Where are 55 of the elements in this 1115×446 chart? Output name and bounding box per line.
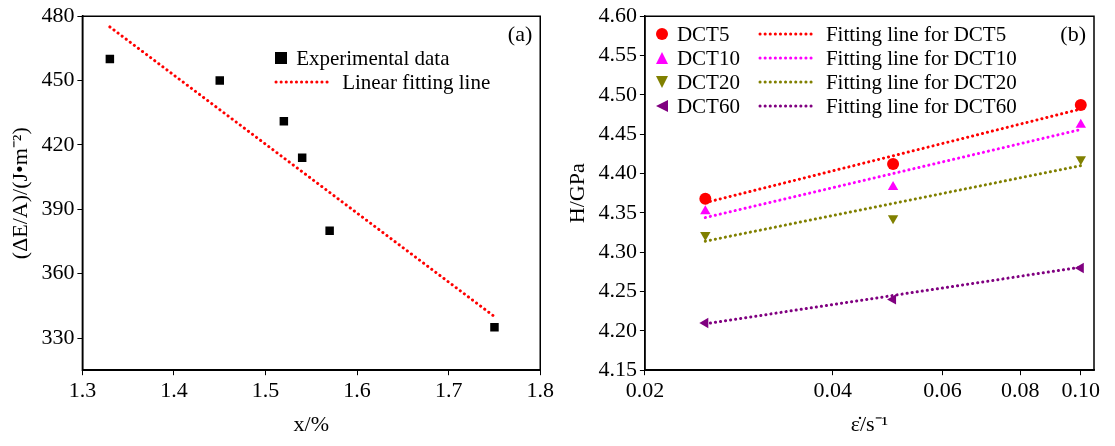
legend-label: Fitting line for DCT5 [825,22,1007,47]
point [1074,262,1084,274]
x-tick-label: 0.06 [923,377,962,403]
legend-label: DCT20 [676,70,740,95]
legend-label: DCT60 [676,94,740,119]
annotation: (b) [1060,20,1086,46]
point [215,76,224,85]
legend-label: Linear fitting line [342,70,491,95]
y-tick-label: 480 [41,1,75,27]
point [1074,99,1087,112]
point [700,231,711,241]
y-tick-label: 4.60 [598,1,637,27]
y-tick-label: 4.35 [598,198,637,224]
y-tick-label: 4.50 [598,80,637,106]
point [887,215,899,225]
y-tick-label: 390 [41,195,75,221]
y-tick-label: 4.55 [598,41,637,67]
y-tick-label: 420 [41,130,75,156]
x-tick-label: 1.3 [68,377,97,403]
y-tick-label: 4.40 [598,159,637,185]
point [699,317,709,329]
x-tick-label: 1.4 [160,377,188,403]
x-axis-title: x/% [293,410,330,436]
y-tick-label: 4.20 [598,316,637,342]
x-tick-label: 1.6 [343,377,371,403]
point [887,294,897,305]
point [279,117,289,126]
point [887,158,900,171]
x-tick-label: 0.04 [813,377,852,403]
legend-label: Experimental data [296,46,450,71]
point [325,226,334,235]
y-tick-label: 4.45 [598,119,637,145]
y-axis-title: (ΔE/A)/(J•m⁻²) [6,127,32,260]
x-tick-label: 1.5 [251,377,280,403]
legend-label: DCT5 [676,22,730,47]
point [700,205,711,215]
y-tick-label: 330 [41,323,75,349]
point [1075,156,1086,166]
y-tick-label: 4.30 [598,237,637,263]
point [490,323,499,332]
y-axis-title: H/GPa [563,163,589,224]
annotation: (a) [507,20,533,46]
x-tick-label: 0.08 [1001,377,1040,403]
y-tick-label: 360 [41,259,75,285]
point [699,192,712,205]
legend-label: Fitting line for DCT20 [825,70,1017,95]
legend-label: Fitting line for DCT10 [825,46,1017,71]
y-tick-label: 4.25 [598,277,637,303]
legend-label: DCT10 [676,46,740,71]
y-tick-label: 450 [41,66,75,92]
x-tick-label: 1.8 [526,377,554,403]
x-tick-label: 1.7 [434,377,463,403]
legend-label: Fitting line for DCT60 [825,94,1017,119]
x-tick-label: 0.10 [1061,377,1101,403]
x-axis-title: ε̇/s⁻¹ [850,410,889,436]
